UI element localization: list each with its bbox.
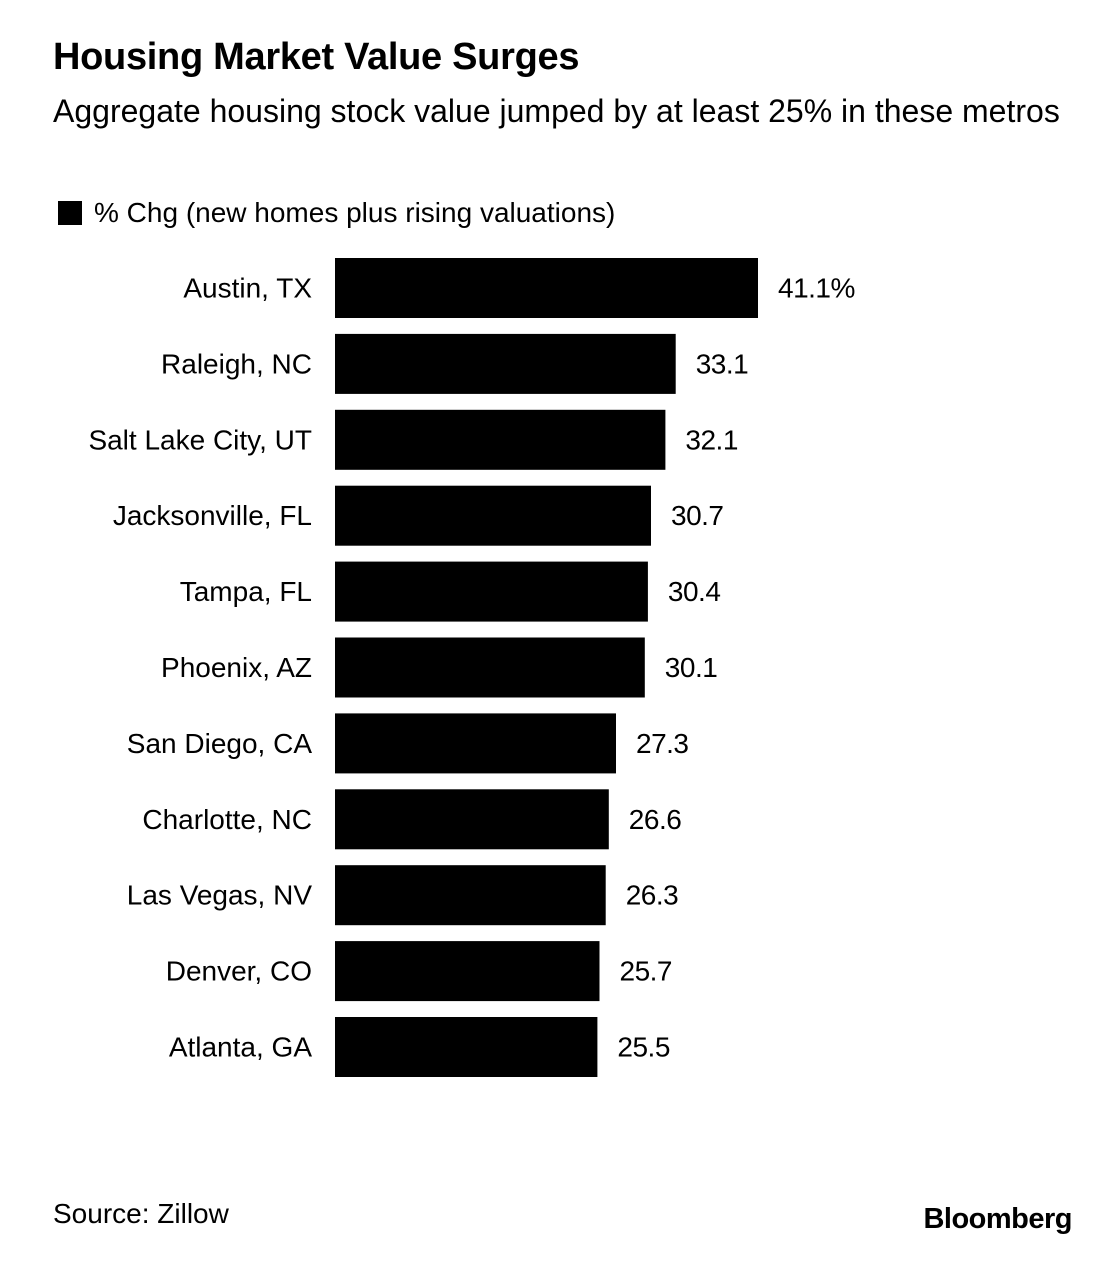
value-label: 30.4 — [668, 576, 721, 607]
bar — [335, 789, 609, 850]
bar-row: Charlotte, NC 26.6 — [142, 789, 682, 850]
bar-chart: Austin, TX 41.1% Raleigh, NC 33.1 Salt Lake … — [88, 258, 855, 1077]
chart-subtitle: Aggregate housing stock value jumped by … — [53, 93, 1060, 129]
bar — [335, 258, 758, 318]
value-label: 30.1 — [665, 652, 718, 683]
bar — [335, 713, 616, 774]
bar-row: Tampa, FL 30.4 — [180, 561, 721, 622]
bar — [335, 637, 645, 698]
category-label: Tampa, FL — [180, 576, 312, 607]
source-note: Source: Zillow — [53, 1198, 229, 1229]
bar-row: Phoenix, AZ 30.1 — [161, 637, 718, 698]
value-label: 32.1 — [685, 424, 738, 455]
chart-title: Housing Market Value Surges — [53, 36, 580, 78]
bar-row: Salt Lake City, UT 32.1 — [88, 409, 738, 470]
bar-row: Denver, CO 25.7 — [166, 941, 673, 1002]
bar-row: Jacksonville, FL 30.7 — [113, 485, 724, 546]
value-label: 26.3 — [626, 880, 679, 911]
bar — [335, 561, 648, 622]
legend: % Chg (new homes plus rising valuations) — [58, 197, 615, 229]
bar — [335, 409, 666, 470]
value-label: 25.7 — [620, 956, 673, 987]
value-label: 27.3 — [636, 728, 689, 759]
bar — [335, 485, 651, 546]
bar-row: Atlanta, GA 25.5 — [169, 1017, 670, 1077]
value-label: 25.5 — [617, 1032, 670, 1063]
legend-swatch — [58, 201, 82, 225]
category-label: Raleigh, NC — [161, 348, 312, 379]
category-label: Austin, TX — [183, 273, 312, 304]
value-label: 26.6 — [629, 804, 682, 835]
bar-row: Austin, TX 41.1% — [183, 258, 855, 318]
category-label: Salt Lake City, UT — [88, 424, 312, 455]
bar — [335, 941, 600, 1002]
category-label: Charlotte, NC — [142, 804, 312, 835]
value-label: 30.7 — [671, 500, 724, 531]
category-label: Las Vegas, NV — [127, 880, 313, 911]
bar-row: San Diego, CA 27.3 — [127, 713, 689, 774]
bar — [335, 865, 606, 926]
category-label: Phoenix, AZ — [161, 652, 312, 683]
legend-label: % Chg (new homes plus rising valuations) — [94, 197, 616, 228]
category-label: Atlanta, GA — [169, 1032, 313, 1063]
category-label: San Diego, CA — [127, 728, 313, 759]
category-label: Denver, CO — [166, 956, 312, 987]
bar-row: Las Vegas, NV 26.3 — [127, 865, 679, 926]
value-label: 41.1% — [778, 273, 855, 304]
bar-row: Raleigh, NC 33.1 — [161, 333, 749, 394]
bar — [335, 333, 676, 394]
value-label: 33.1 — [696, 348, 749, 379]
bar — [335, 1017, 598, 1077]
bloomberg-logo: Bloomberg — [923, 1203, 1072, 1235]
category-label: Jacksonville, FL — [113, 500, 312, 531]
